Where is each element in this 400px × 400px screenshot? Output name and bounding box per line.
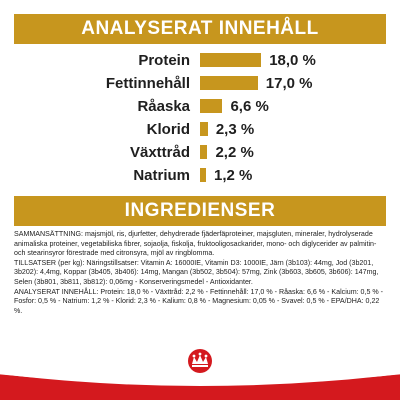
royal-canin-crown-logo-icon <box>188 349 212 373</box>
nutrient-value: 2,2 % <box>215 143 254 161</box>
nutrient-label: Natrium <box>133 166 190 184</box>
nutrient-label: Klorid <box>146 120 190 138</box>
brand-ribbon <box>0 374 400 400</box>
nutrient-value: 2,3 % <box>215 120 255 138</box>
nutrient-row: Natrium 1,2 % <box>0 163 400 187</box>
ingredients-text: SAMMANSÄTTNING: majsmjöl, ris, djurfette… <box>14 230 386 316</box>
nutrient-value: 1,2 % <box>214 166 253 184</box>
nutrient-label: Råaska <box>137 97 190 115</box>
nutrient-bar <box>200 99 223 113</box>
additives-text: TILLSATSER (per kg): Näringstillsatser: … <box>14 258 379 286</box>
analysis-text: ANALYSERAT INNEHÅLL: Protein: 18,0 % - V… <box>14 287 384 315</box>
analysis-header: ANALYSERAT INNEHÅLL <box>14 14 386 44</box>
nutrient-row: Fettinnehåll 17,0 % <box>0 71 400 95</box>
nutrient-bar <box>200 168 206 182</box>
nutrient-value: 18,0 % <box>269 51 316 69</box>
nutrient-row: Råaska 6,6 % <box>0 94 400 118</box>
nutrient-label: Fettinnehåll <box>105 74 190 92</box>
analysis-title: ANALYSERAT INNEHÅLL <box>81 18 319 39</box>
nutrient-bar <box>200 145 208 159</box>
nutrient-bar <box>200 122 208 136</box>
nutrient-bar <box>200 76 258 90</box>
nutrient-row: Växttråd 2,2 % <box>0 140 400 164</box>
nutrient-label: Växttråd <box>129 143 190 161</box>
nutrient-row: Klorid 2,3 % <box>0 117 400 141</box>
ingredients-title: INGREDIENSER <box>124 200 276 221</box>
ingredients-header: INGREDIENSER <box>14 196 386 226</box>
nutrient-value: 17,0 % <box>265 74 313 92</box>
nutrient-label: Protein <box>138 51 190 69</box>
nutrient-value: 6,6 % <box>230 97 269 115</box>
nutrient-bar <box>200 53 262 67</box>
composition-text: SAMMANSÄTTNING: majsmjöl, ris, djurfette… <box>14 230 377 258</box>
nutrient-row: Protein 18,0 % <box>0 48 400 72</box>
